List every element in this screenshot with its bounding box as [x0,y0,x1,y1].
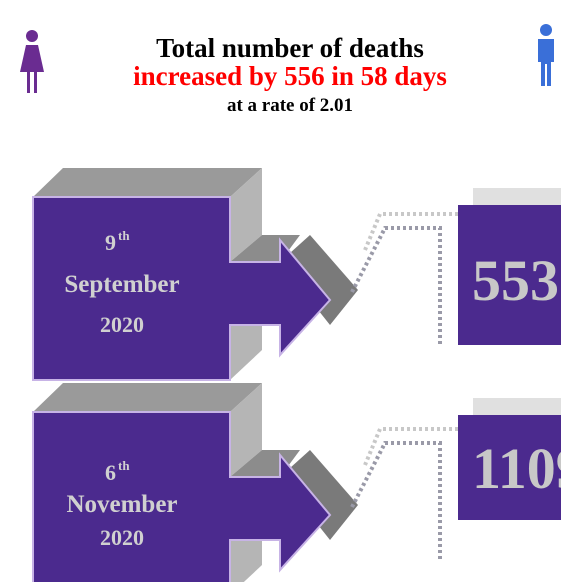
box-top [33,383,262,412]
day: 6 [105,460,116,485]
count-box-top [473,398,561,415]
panels: 5539thSeptember202011096thNovember2020 [33,168,561,582]
count: 553 [472,248,559,313]
connector [352,228,440,345]
rate: at a rate of 2.01 [227,95,353,116]
connector [365,214,458,250]
year: 2020 [100,525,144,550]
count: 1109 [472,436,561,501]
day: 9 [105,230,116,255]
month: September [64,271,179,298]
connector [352,443,440,560]
connector [365,429,458,465]
day-suffix: th [118,458,130,473]
title: Total number of deaths [156,33,424,63]
subtitle: increased by 556 in 58 days [133,61,447,91]
count-box-top [473,188,561,205]
male-icon [538,24,554,86]
female-icon [20,30,44,93]
year: 2020 [100,312,144,337]
box-top [33,168,262,197]
infographic: Total number of deaths increased by 556 … [0,0,561,582]
day-suffix: th [118,228,130,243]
month: November [66,491,177,518]
